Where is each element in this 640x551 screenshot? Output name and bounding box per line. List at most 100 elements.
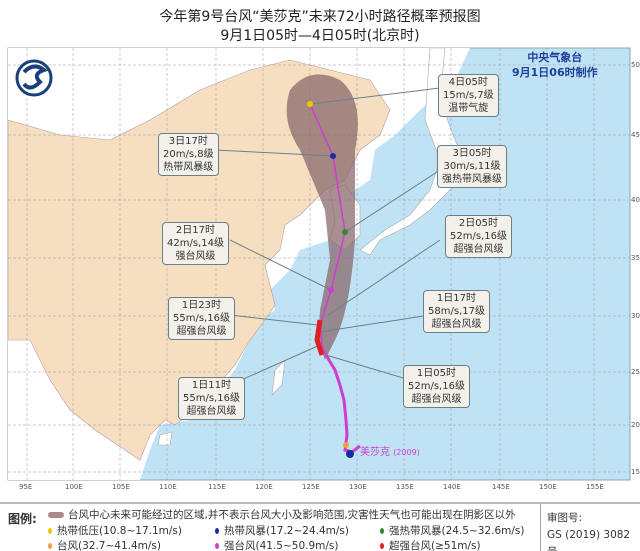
label-wind: 58m/s,17级 (428, 306, 485, 317)
legend-dot-icon (215, 528, 219, 534)
label-time: 2日17时 (175, 225, 216, 236)
label-time: 3日17时 (168, 136, 208, 147)
legend-item: 超强台风(≥51m/s) (380, 538, 481, 551)
forecast-label-1d11: 1日11时 55m/s,16级 超强台风级 (178, 377, 245, 420)
legend-dot-icon (48, 543, 52, 549)
label-time: 1日05时 (416, 368, 457, 379)
approval-label: 审图号: (547, 512, 583, 524)
legend-text: 超强台风(≥51m/s) (389, 540, 481, 551)
legend: 图例: 台风中心未来可能经过的区域,并不表示台风大小及影响范围,灾害性天气也可能… (0, 502, 640, 551)
typhoon-name: 美莎克 (360, 447, 390, 458)
label-wind: 15m/s,7级 (443, 90, 494, 101)
super-typhoon-segment (314, 319, 325, 356)
cone-swatch-icon (48, 512, 64, 518)
legend-label: 图例: (8, 512, 37, 526)
latitude-tick: 25N (631, 368, 640, 376)
track-point (343, 442, 349, 448)
label-level: 超强台风级 (176, 326, 227, 337)
label-level: 超强台风级 (453, 244, 504, 255)
track-point (346, 450, 354, 458)
label-wind: 55m/s,16级 (173, 313, 230, 324)
agency-stamp: 中央气象台 9月1日06时制作 (512, 50, 598, 80)
latitude-tick: 15N (631, 468, 640, 476)
legend-cone: 台风中心未来可能经过的区域,并不表示台风大小及影响范围,灾害性天气也可能出现在阴… (48, 507, 516, 522)
label-wind: 52m/s,16级 (450, 231, 507, 242)
leader-lines (214, 87, 441, 386)
typhoon-code: (2009) (393, 448, 420, 457)
forecast-label-4d05: 4日05时 15m/s,7级 温带气旋 (438, 74, 499, 117)
forecast-label-1d05: 1日05时 52m/s,16级 超强台风级 (403, 365, 470, 408)
map-title: 今年第9号台风“美莎克”未来72小时路径概率预报图 (159, 9, 481, 25)
legend-text: 热带低压(10.8~17.1m/s) (57, 525, 182, 537)
forecast-label-2d17: 2日17时 42m/s,14级 强台风级 (162, 222, 229, 265)
legend-dot-icon (215, 543, 219, 549)
longitude-tick: 150E (539, 483, 557, 491)
issue-time: 9月1日06时制作 (512, 66, 598, 79)
label-level: 强热带风暴级 (442, 174, 502, 185)
legend-dot-icon (380, 543, 384, 549)
legend-item: 热带风暴(17.2~24.4m/s) (215, 523, 349, 538)
legend-item: 强热带风暴(24.5~32.6m/s) (380, 523, 525, 538)
label-time: 4日05时 (448, 77, 488, 88)
longitude-tick: 155E (586, 483, 604, 491)
label-time: 1日23时 (181, 300, 222, 311)
agency-name: 中央气象台 (527, 51, 583, 64)
longitude-tick: 115E (208, 483, 226, 491)
typhoon-name-label: 美莎克 (2009) (360, 443, 420, 458)
label-level: 强台风级 (175, 251, 216, 262)
cone-text: 台风中心未来可能经过的区域,并不表示台风大小及影响范围,灾害性天气也可能出现在阴… (68, 509, 516, 521)
longitude-tick: 120E (255, 483, 273, 491)
map-canvas (0, 40, 631, 481)
cma-logo (15, 59, 53, 97)
longitude-tick: 100E (65, 483, 83, 491)
longitude-tick: 105E (112, 483, 130, 491)
label-wind: 20m/s,8级 (163, 149, 214, 160)
label-wind: 30m/s,11级 (443, 161, 501, 172)
land-taiwan (271, 359, 286, 396)
legend-item: 强台风(41.5~50.9m/s) (215, 538, 339, 551)
longitude-tick: 110E (159, 483, 177, 491)
latitude-tick: 30N (631, 312, 640, 320)
label-level: 超强台风级 (186, 406, 237, 417)
legend-dot-icon (48, 528, 52, 534)
legend-text: 强热带风暴(24.5~32.6m/s) (389, 525, 525, 537)
longitude-tick: 95E (19, 483, 33, 491)
longitude-tick: 130E (349, 483, 367, 491)
label-wind: 52m/s,16级 (408, 381, 465, 392)
label-level: 超强台风级 (411, 394, 462, 405)
longitude-tick: 135E (396, 483, 414, 491)
label-wind: 42m/s,14级 (167, 238, 224, 249)
label-time: 3日05时 (452, 148, 492, 159)
forecast-point-4d05 (307, 101, 313, 107)
latitude-tick: 20N (631, 421, 640, 429)
approval-number: 审图号: GS (2019) 3082号 (540, 504, 640, 551)
latitude-tick: 45N (631, 131, 640, 139)
land-hainan (157, 431, 173, 446)
forecast-point-3d17 (330, 153, 336, 159)
forecast-label-3d05: 3日05时 30m/s,11级 强热带风暴级 (437, 145, 507, 188)
forecast-label-2d05: 2日05时 52m/s,16级 超强台风级 (445, 215, 512, 258)
legend-text: 台风(32.7~41.4m/s) (57, 540, 161, 551)
label-time: 1日17时 (436, 293, 477, 304)
label-level: 温带气旋 (448, 103, 489, 114)
approval-value: GS (2019) 3082号 (547, 529, 631, 551)
forecast-label-1d17: 1日17时 58m/s,17级 超强台风级 (423, 290, 490, 333)
legend-dot-icon (380, 528, 384, 534)
latitude-tick: 50N (631, 61, 640, 69)
longitude-tick: 140E (443, 483, 461, 491)
label-time: 1日11时 (191, 380, 232, 391)
probability-cone (286, 74, 358, 360)
forecast-point-2d17 (328, 287, 334, 293)
forecast-label-1d23: 1日23时 55m/s,16级 超强台风级 (168, 297, 235, 340)
latitude-tick: 40N (631, 196, 640, 204)
longitude-tick: 145E (492, 483, 510, 491)
map-subtitle: 9月1日05时—4日05时(北京时) (220, 28, 420, 44)
legend-item: 台风(32.7~41.4m/s) (48, 538, 161, 551)
legend-text: 热带风暴(17.2~24.4m/s) (224, 525, 349, 537)
latitude-tick: 35N (631, 254, 640, 262)
label-time: 2日05时 (458, 218, 499, 229)
label-wind: 55m/s,16级 (183, 393, 240, 404)
legend-text: 强台风(41.5~50.9m/s) (224, 540, 339, 551)
forecast-label-3d17: 3日17时 20m/s,8级 热带风暴级 (158, 133, 219, 176)
